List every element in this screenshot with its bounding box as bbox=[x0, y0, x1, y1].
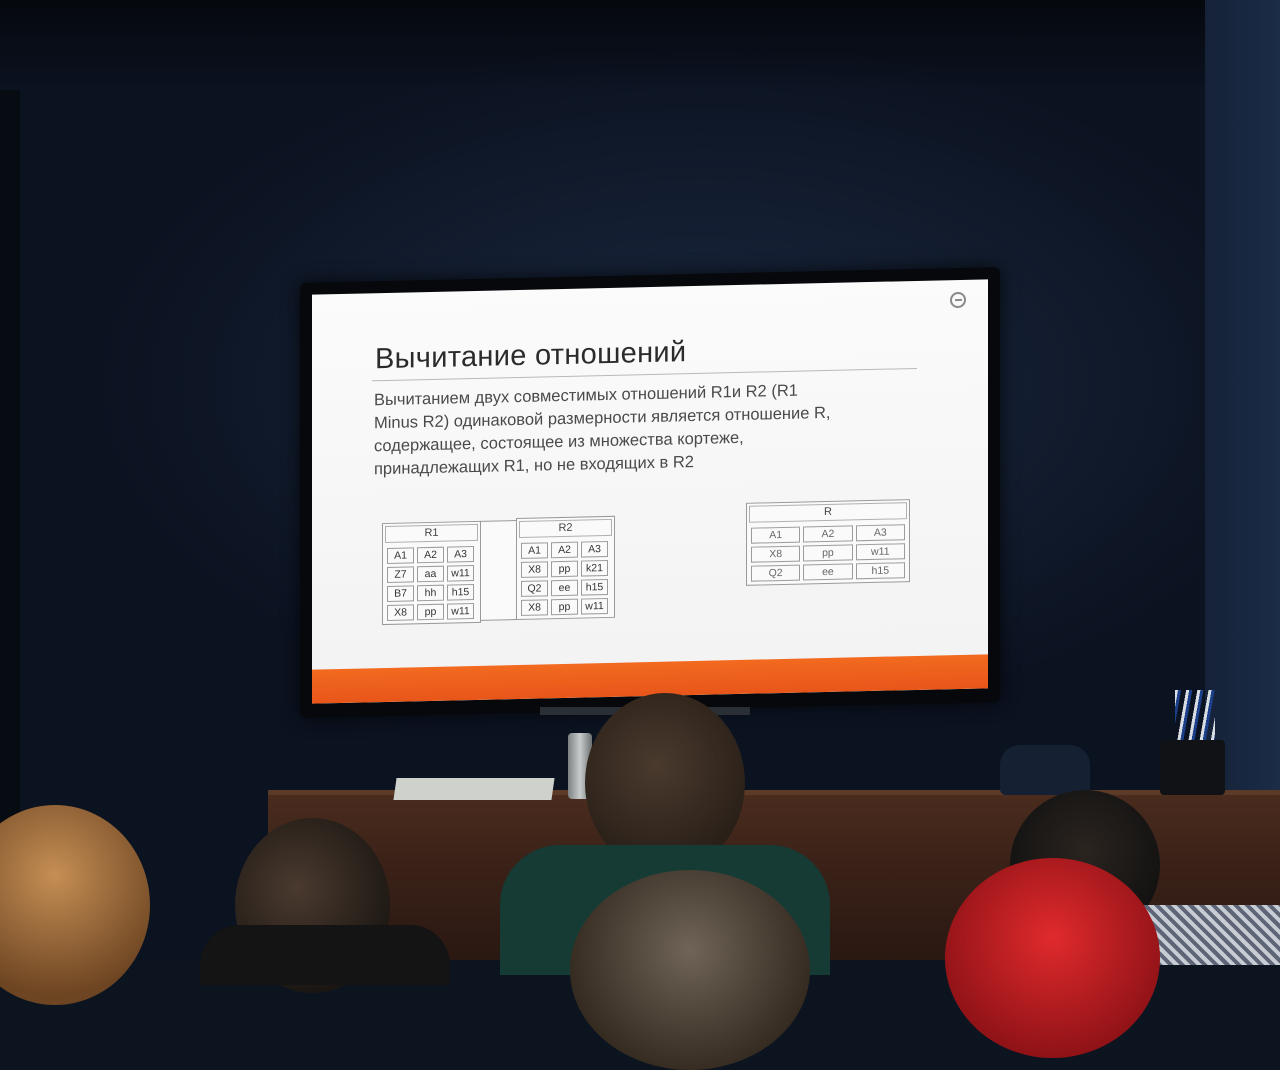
table-cell: ee bbox=[551, 579, 578, 597]
relation-r1-table: R1 A1 A2 A3 Z7 aa w11 B7 hh h15 bbox=[382, 520, 481, 626]
table-cell: A1 bbox=[521, 542, 548, 559]
student-head bbox=[570, 870, 810, 1070]
table-cell: h15 bbox=[855, 562, 905, 580]
table-row: X8 pp w11 bbox=[751, 543, 905, 563]
table-cell: w11 bbox=[447, 602, 474, 620]
table-cell: A1 bbox=[387, 547, 414, 564]
student-body bbox=[200, 925, 450, 985]
table-cell: pp bbox=[803, 544, 853, 562]
table-cell: h15 bbox=[581, 578, 608, 596]
table-row: X8 pp k21 bbox=[521, 559, 608, 578]
table-cell: A3 bbox=[855, 524, 905, 542]
table-cell: Q2 bbox=[521, 580, 548, 597]
table-row: X8 pp w11 bbox=[521, 597, 608, 616]
table-cell: aa bbox=[417, 565, 444, 583]
wall-shadow bbox=[0, 90, 20, 960]
table-cell: A2 bbox=[551, 541, 578, 559]
table-cell: B7 bbox=[387, 585, 414, 602]
pens bbox=[1175, 690, 1215, 745]
relation-name: R bbox=[749, 502, 907, 523]
table-cell: X8 bbox=[521, 599, 548, 616]
table-cell: Q2 bbox=[751, 564, 801, 582]
pen-cup bbox=[1160, 740, 1225, 795]
table-cell: h15 bbox=[447, 583, 474, 601]
table-cell: Z7 bbox=[387, 566, 414, 583]
lecturer-head bbox=[585, 693, 745, 873]
relation-name: R1 bbox=[385, 523, 478, 544]
student-head-red-hair bbox=[945, 858, 1160, 1058]
table-header-row: A1 A2 A3 bbox=[387, 545, 474, 564]
tv-display: Вычитание отношений Вычитанием двух совм… bbox=[300, 267, 1000, 718]
slide-menu-icon[interactable] bbox=[950, 291, 966, 309]
table-cell: X8 bbox=[521, 561, 548, 578]
table-separator bbox=[480, 520, 517, 621]
relation-grid: A1 A2 A3 X8 pp k21 Q2 ee h15 X8 pp w bbox=[518, 538, 611, 619]
table-row: X8 pp w11 bbox=[387, 602, 474, 621]
table-cell: pp bbox=[551, 560, 578, 578]
desk-top bbox=[268, 790, 1280, 798]
relation-r2-table: R2 A1 A2 A3 X8 pp k21 Q2 ee h15 bbox=[516, 515, 615, 621]
table-cell: w11 bbox=[581, 597, 608, 615]
table-cell: w11 bbox=[855, 543, 905, 561]
table-cell: A1 bbox=[751, 526, 801, 544]
table-cell: w11 bbox=[447, 564, 474, 582]
slide-body-text: Вычитанием двух совместимых отношений R1… bbox=[374, 377, 934, 482]
relation-name: R2 bbox=[519, 518, 612, 538]
table-cell: X8 bbox=[751, 545, 801, 563]
table-row: Q2 ee h15 bbox=[521, 578, 608, 597]
bag bbox=[1000, 745, 1090, 795]
presentation-slide: Вычитание отношений Вычитанием двух совм… bbox=[312, 279, 988, 704]
table-row: Q2 ee h15 bbox=[751, 562, 905, 582]
table-cell: A2 bbox=[803, 525, 853, 543]
table-row: Z7 aa w11 bbox=[387, 564, 474, 583]
slide-title: Вычитание отношений bbox=[375, 336, 687, 376]
table-cell: A2 bbox=[417, 546, 444, 564]
relation-grid: A1 A2 A3 X8 pp w11 Q2 ee h15 bbox=[748, 521, 908, 585]
papers bbox=[393, 778, 555, 800]
relation-r-result-table: R A1 A2 A3 X8 pp w11 Q2 ee h15 bbox=[746, 499, 910, 586]
table-cell: pp bbox=[551, 598, 578, 616]
table-row: B7 hh h15 bbox=[387, 583, 474, 602]
table-cell: k21 bbox=[581, 559, 608, 577]
student-shirt bbox=[1140, 905, 1280, 965]
ceiling-shadow bbox=[0, 0, 1280, 90]
table-header-row: A1 A2 A3 bbox=[521, 540, 608, 559]
table-cell: A3 bbox=[581, 540, 608, 558]
table-cell: X8 bbox=[387, 604, 414, 621]
relation-grid: A1 A2 A3 Z7 aa w11 B7 hh h15 X8 pp w bbox=[384, 543, 477, 624]
table-cell: A3 bbox=[447, 545, 474, 563]
table-cell: hh bbox=[417, 584, 444, 602]
table-cell: ee bbox=[803, 563, 853, 581]
table-header-row: A1 A2 A3 bbox=[751, 524, 905, 544]
table-cell: pp bbox=[417, 603, 444, 621]
